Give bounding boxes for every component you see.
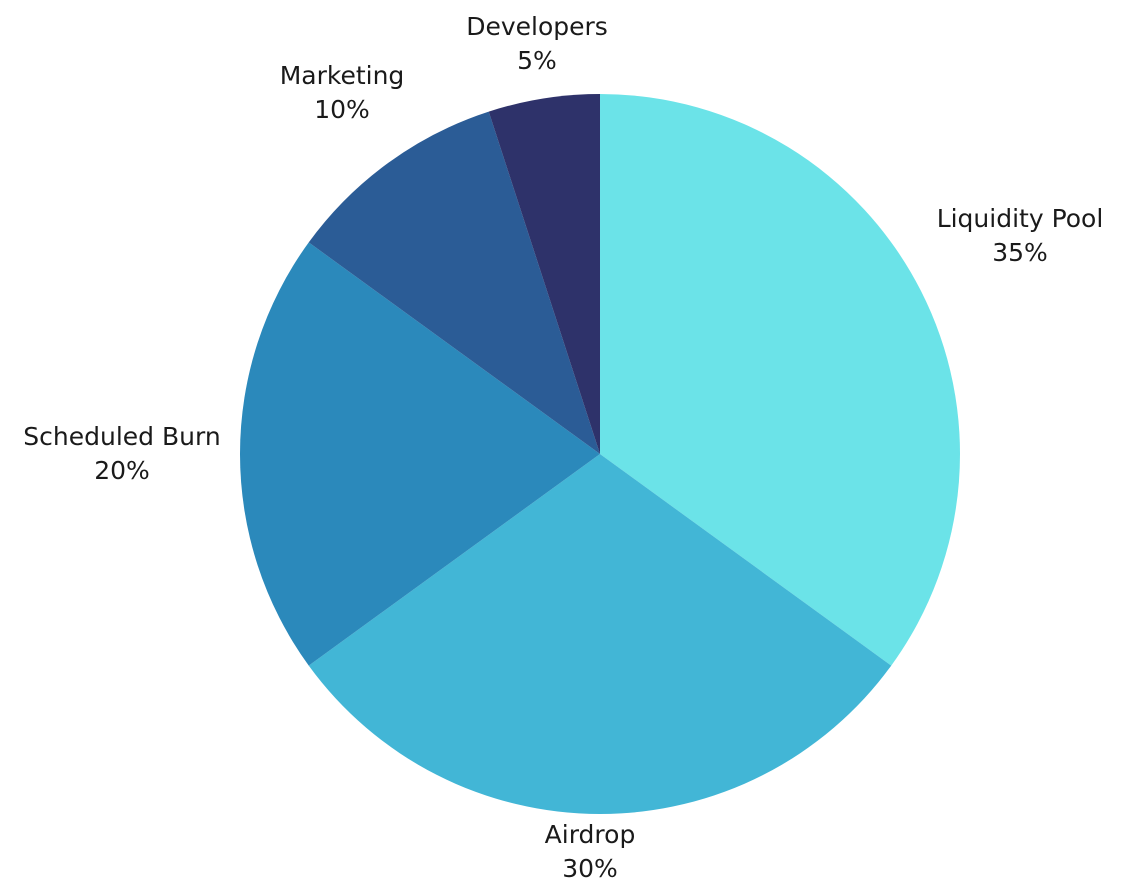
pie-slice-airdrop	[308, 454, 892, 815]
slice-value-label: 30%	[562, 854, 618, 883]
slice-value-label: 5%	[517, 46, 557, 75]
slice-label-developers: Developers 5%	[466, 12, 608, 75]
slice-category-label: Scheduled Burn	[23, 422, 220, 451]
pie-slice-liquidity-pool	[600, 94, 961, 666]
pie-slices	[239, 94, 961, 815]
slice-value-label: 35%	[992, 238, 1048, 267]
slice-label-airdrop: Airdrop 30%	[545, 820, 636, 883]
pie-labels: Liquidity Pool 35% Airdrop 30% Scheduled Bur…	[23, 12, 1103, 883]
slice-label-marketing: Marketing 10%	[280, 61, 405, 124]
pie-slice-marketing	[308, 111, 600, 455]
slice-category-label: Marketing	[280, 61, 405, 90]
slice-value-label: 10%	[314, 95, 370, 124]
slice-label-liquidity-pool: Liquidity Pool 35%	[937, 204, 1104, 267]
slice-category-label: Liquidity Pool	[937, 204, 1104, 233]
slice-category-label: Developers	[466, 12, 608, 41]
pie-slice-developers	[488, 94, 600, 454]
slice-category-label: Airdrop	[545, 820, 636, 849]
slice-label-scheduled-burn: Scheduled Burn 20%	[23, 422, 220, 485]
pie-slice-scheduled-burn	[239, 242, 600, 666]
slice-value-label: 20%	[94, 456, 150, 485]
